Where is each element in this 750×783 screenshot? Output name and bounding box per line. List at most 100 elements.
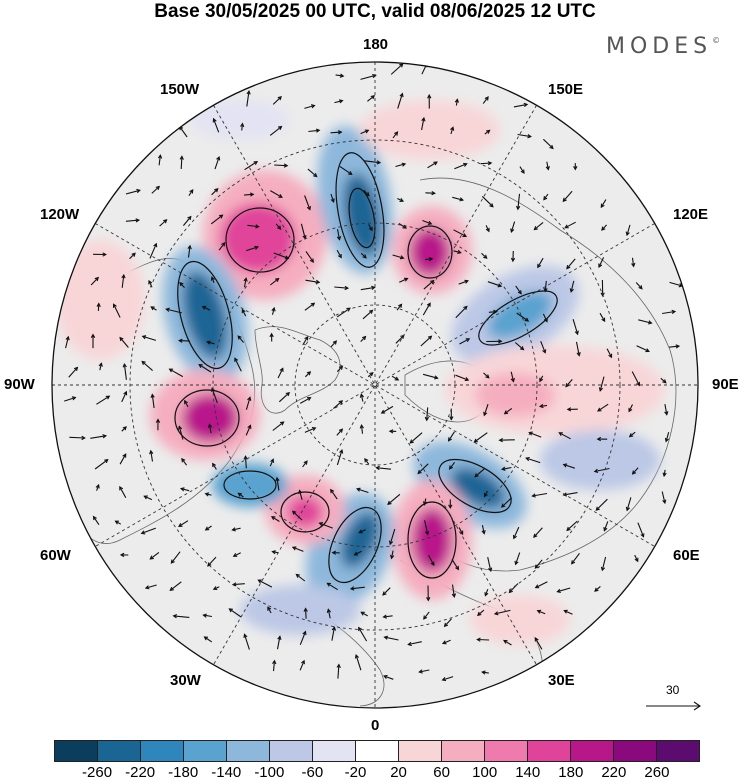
wind-arrow-shaft: [158, 155, 161, 166]
wind-arrow-head: [427, 220, 433, 225]
wind-arrow-shaft: [335, 74, 344, 77]
wind-arrow-head: [315, 279, 321, 285]
wind-arrow-shaft: [307, 168, 318, 177]
wind-arrow-shaft: [632, 467, 639, 475]
wind-arrow-head: [426, 302, 431, 307]
wind-arrow-shaft: [424, 520, 429, 535]
wind-arrow-shaft: [299, 660, 305, 671]
wind-arrow-head: [204, 492, 210, 497]
wind-arrow-shaft: [504, 407, 513, 415]
anomaly-negative-60e-core: [450, 467, 506, 509]
wind-arrow-head: [201, 305, 207, 310]
colorbar-swatch: [98, 741, 141, 761]
wind-arrow-shaft: [327, 609, 331, 619]
wind-arrow-head: [593, 468, 599, 474]
wind-arrow-head: [275, 476, 280, 482]
wind-arrow-head: [187, 215, 192, 221]
wind-arrow-shaft: [423, 280, 434, 290]
wind-arrow-head: [149, 555, 154, 560]
wind-arrow-head: [330, 198, 335, 203]
wind-arrow-head: [254, 245, 259, 250]
wind-arrow-shaft: [428, 555, 435, 566]
wind-arrow-head: [143, 495, 148, 500]
wind-arrow-head: [508, 588, 513, 594]
wind-arrow-head: [271, 550, 276, 555]
wind-arrow-head: [141, 360, 146, 365]
wind-arrow-head: [122, 362, 127, 368]
wind-arrow-shaft: [149, 243, 157, 259]
wind-arrow-head: [631, 470, 637, 475]
colorbar-tick-label: -220: [125, 764, 156, 781]
wind-arrow-shaft: [278, 392, 290, 403]
wind-arrow-head: [362, 335, 367, 341]
wind-arrow-head: [210, 276, 215, 281]
wind-arrow-head: [313, 172, 318, 178]
wind-arrow-shaft: [151, 394, 155, 409]
wind-arrow-head: [399, 197, 405, 202]
wind-arrow-head: [102, 252, 107, 257]
wind-arrow-head: [493, 611, 499, 616]
wind-arrow-head: [90, 333, 96, 338]
wind-arrow-shaft: [336, 249, 342, 258]
reference-arrow: [646, 701, 701, 711]
wind-arrow-shaft: [355, 654, 362, 671]
wind-arrow-shaft: [277, 368, 284, 379]
wind-arrow-shaft: [356, 488, 369, 494]
wind-arrow-head: [428, 256, 434, 262]
wind-arrow-shaft: [458, 280, 469, 285]
wind-arrow-head: [307, 397, 312, 401]
wind-arrow-head: [246, 89, 251, 95]
wind-arrow-head: [566, 526, 571, 532]
wind-arrow-head: [119, 485, 124, 491]
map-border: [51, 61, 699, 709]
wind-arrow-shaft: [483, 372, 490, 379]
wind-arrow-head: [269, 332, 274, 338]
wind-arrow-head: [538, 403, 544, 409]
wind-arrow-head: [382, 614, 388, 619]
wind-arrow-head: [105, 395, 111, 400]
wind-arrow-head: [542, 349, 547, 354]
anomaly-negative-70e-edge: [540, 430, 660, 490]
colorbar-ticks: -260 -220 -180 -140 -100 -60 -20 20 60 100 140 180 2…: [54, 764, 700, 782]
wind-arrow-shaft: [360, 336, 366, 342]
wind-arrow-head: [198, 363, 203, 368]
wind-arrow-head: [228, 608, 233, 613]
wind-arrow-head: [463, 162, 468, 167]
wind-arrow-shaft: [453, 229, 467, 237]
wind-arrow-head: [671, 309, 677, 315]
wind-arrow-shaft: [391, 375, 399, 381]
wind-arrow-head: [523, 102, 529, 108]
wind-arrow-head: [168, 368, 174, 373]
wind-arrow-shaft: [594, 585, 601, 592]
wind-arrow-shaft: [503, 640, 512, 646]
wind-arrow-head: [353, 551, 359, 556]
wind-arrow-shaft: [121, 391, 127, 403]
wind-arrow-head: [179, 281, 184, 287]
wind-arrow-head: [119, 336, 124, 342]
wind-arrow-shaft: [149, 551, 160, 560]
wind-arrow-head: [243, 277, 248, 282]
wind-arrow-shaft: [542, 313, 548, 322]
wind-arrow-shaft: [305, 279, 320, 283]
wind-arrow-shaft: [564, 221, 576, 229]
wind-arrow-head: [337, 253, 342, 259]
wind-arrow-shaft: [600, 199, 607, 208]
wind-arrow-head: [383, 674, 388, 679]
wind-arrow-shaft: [509, 583, 519, 593]
wind-arrow-shaft: [487, 556, 492, 572]
wind-arrow-head: [203, 636, 209, 641]
wind-arrow-shaft: [96, 395, 110, 405]
wind-arrow-head: [240, 122, 245, 128]
anomaly-positive-30e-core: [412, 508, 452, 572]
wind-arrow-head: [519, 346, 525, 351]
wind-arrow-head: [502, 639, 508, 644]
wind-arrow-head: [73, 366, 79, 372]
wind-arrow-head: [399, 63, 404, 68]
wind-arrow-shaft: [292, 510, 303, 521]
wind-arrow-shaft: [474, 432, 488, 443]
wind-arrow-shaft: [669, 281, 683, 287]
wind-arrow-shaft: [452, 196, 464, 201]
brand-logo: MODES©: [606, 34, 720, 59]
colorbar-tick-label: 260: [644, 764, 670, 781]
wind-arrow-head: [510, 377, 515, 383]
